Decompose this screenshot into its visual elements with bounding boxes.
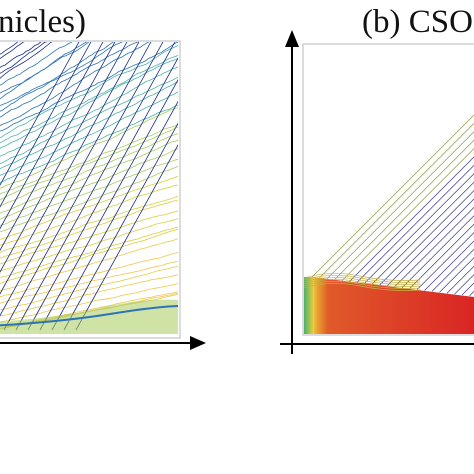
left-steep-trajectory [27, 57, 178, 331]
left-trajectory-line [0, 54, 178, 144]
left-trajectory-line [0, 107, 178, 189]
left-trajectory-line [0, 77, 178, 164]
left-trajectory-line [0, 165, 178, 233]
right-trajectory-line [386, 198, 474, 287]
right-trajectory-line [401, 215, 474, 289]
left-trajectory-line [0, 42, 90, 100]
left-steep-trajectory [3, 42, 164, 331]
left-steep-trajectory [63, 122, 178, 331]
right-trajectory-line [424, 240, 474, 291]
right-panel-title: (b) CSOC [362, 4, 474, 40]
left-trajectory-line [0, 42, 25, 60]
right-trajectory-line [356, 164, 474, 283]
right-wave-line [304, 283, 421, 291]
left-steep-trajectory [15, 42, 176, 331]
left-trajectory-line [0, 148, 178, 220]
right-wave-line [304, 273, 421, 281]
right-wave-line [304, 275, 421, 283]
right-wave-line [304, 277, 421, 285]
left-trajectory-line [0, 42, 124, 112]
left-panel-title: nicles) [0, 4, 86, 40]
left-trajectory-line [0, 42, 115, 106]
left-trajectory-line [0, 265, 178, 311]
right-y-axis-arrow [285, 30, 299, 47]
left-steep-trajectory [51, 100, 178, 331]
left-trajectory-line [0, 42, 48, 74]
right-wave-line [304, 281, 421, 289]
left-steep-trajectory [75, 144, 178, 331]
left-trajectory-line [0, 184, 178, 246]
left-trajectory-line [0, 238, 178, 292]
left-trajectory-line [0, 42, 139, 118]
left-trajectory-line [0, 226, 178, 278]
left-trajectory-line [0, 175, 178, 240]
right-inflow-edge [304, 277, 314, 334]
left-trajectory-line [0, 42, 42, 69]
left-trajectory-line [0, 66, 178, 157]
right-trajectory-line [349, 156, 474, 282]
right-trajectory-line [394, 206, 474, 288]
right-trajectory-line [334, 139, 474, 280]
right-trajectory-line [319, 122, 474, 279]
right-trajectory-line [461, 282, 474, 296]
left-trajectory-line [0, 42, 73, 86]
left-trajectory-line [0, 42, 178, 132]
left-bottom-trajectory [0, 305, 178, 327]
left-trajectory-line [0, 158, 178, 227]
left-trajectory-line [0, 228, 178, 284]
left-plot-frame [0, 40, 181, 339]
left-trajectory-line [0, 104, 178, 184]
right-trajectory-line [454, 274, 474, 295]
left-trajectory-line [0, 199, 178, 259]
left-steep-trajectory [0, 42, 152, 317]
left-trajectories [0, 42, 178, 334]
left-trajectory-line [0, 132, 178, 207]
left-trajectory-line [0, 195, 178, 253]
right-trajectory-line [416, 232, 474, 290]
right-trajectory-line [341, 148, 474, 281]
left-steep-trajectory [39, 79, 178, 331]
left-steep-trajectory [0, 42, 80, 186]
right-plot-frame [302, 43, 474, 336]
left-steep-trajectory [0, 42, 140, 295]
left-trajectory-line [0, 42, 53, 79]
left-trajectory-line [0, 42, 150, 127]
right-trajectory-line [379, 190, 474, 286]
left-trajectory-line [0, 283, 178, 323]
right-trajectories [304, 114, 474, 334]
left-trajectory-line [0, 124, 178, 195]
left-steep-trajectory [0, 42, 104, 230]
right-wave-line [304, 279, 421, 287]
right-congestion-region [312, 277, 474, 334]
right-trajectory-line [409, 223, 474, 289]
left-trajectory-line [0, 274, 178, 317]
left-steep-trajectory [0, 42, 92, 208]
left-steep-trajectory [0, 42, 116, 252]
left-trajectory-line [0, 58, 178, 149]
left-steep-trajectory [0, 42, 128, 273]
right-trajectory-line [364, 173, 474, 284]
right-trajectory-line [326, 131, 474, 280]
right-trajectory-line [311, 114, 474, 278]
right-trajectory-line [371, 181, 474, 285]
left-trajectory-line [0, 210, 178, 265]
left-trajectory-line [0, 81, 178, 170]
left-x-axis-arrow [190, 336, 206, 350]
left-trajectory-line [0, 251, 178, 298]
